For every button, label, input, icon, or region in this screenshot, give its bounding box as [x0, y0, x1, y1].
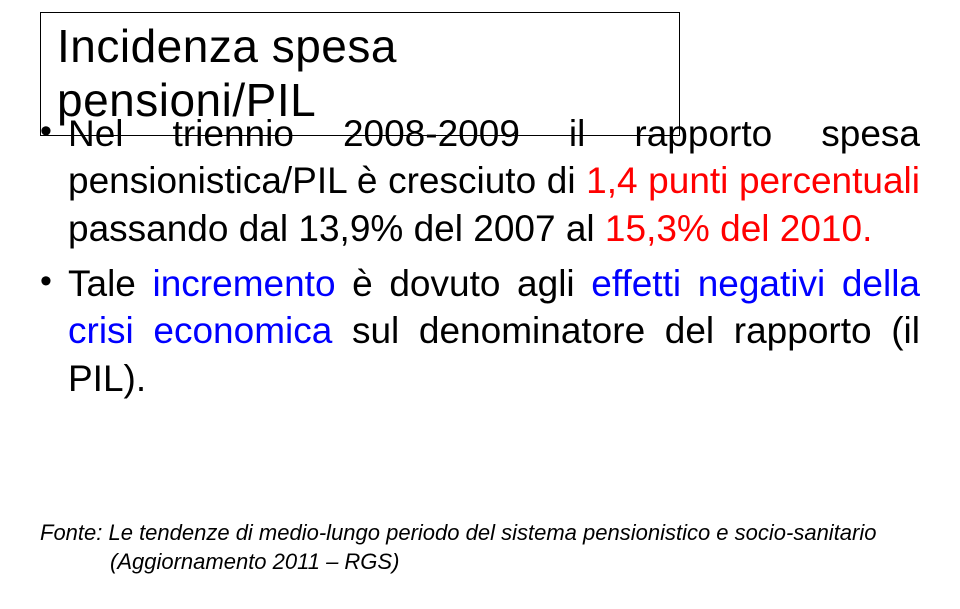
body-block: • Nel triennio 2008-2009 il rapporto spe… — [40, 110, 920, 410]
bullet-text: Nel triennio 2008-2009 il rapporto spesa… — [68, 110, 920, 252]
source-block: Fonte: Le tendenze di medio-lungo period… — [40, 518, 920, 577]
text-segment: Tale — [68, 263, 153, 304]
source-line: (Aggiornamento 2011 – RGS) — [40, 547, 920, 577]
text-segment: è dovuto agli — [336, 263, 592, 304]
highlight-red: 1,4 punti percentuali — [586, 160, 920, 201]
highlight-red: 15,3% del 2010. — [605, 208, 872, 249]
text-segment: passando dal 13,9% del 2007 al — [68, 208, 605, 249]
bullet-marker: • — [40, 260, 68, 304]
source-line: Fonte: Le tendenze di medio-lungo period… — [40, 518, 920, 548]
slide-page: Incidenza spesa pensioni/PIL • Nel trien… — [0, 0, 960, 609]
highlight-blue: incremento — [153, 263, 336, 304]
bullet-text: Tale incremento è dovuto agli effetti ne… — [68, 260, 920, 402]
bullet-item: • Nel triennio 2008-2009 il rapporto spe… — [40, 110, 920, 252]
bullet-marker: • — [40, 110, 68, 154]
bullet-item: • Tale incremento è dovuto agli effetti … — [40, 260, 920, 402]
